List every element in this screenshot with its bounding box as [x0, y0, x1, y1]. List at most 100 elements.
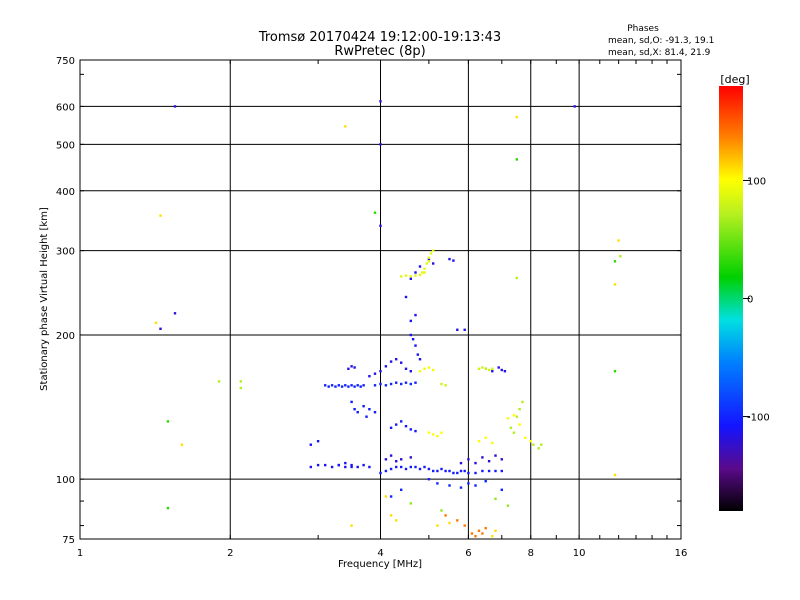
data-point	[395, 358, 398, 361]
data-point	[404, 381, 408, 384]
data-point	[474, 484, 477, 487]
data-point	[379, 224, 382, 227]
data-point	[518, 423, 521, 426]
data-point	[350, 365, 353, 368]
data-point	[173, 105, 177, 108]
data-point	[613, 473, 617, 477]
data-point	[459, 461, 463, 465]
data-point	[395, 460, 398, 463]
data-point	[353, 366, 356, 369]
data-point	[515, 415, 518, 418]
data-point	[436, 434, 439, 438]
data-point	[395, 465, 398, 469]
data-point	[409, 319, 412, 323]
data-point	[400, 458, 403, 461]
data-point	[362, 405, 365, 408]
data-point	[389, 514, 393, 517]
data-point	[474, 471, 477, 475]
data-point	[159, 214, 162, 217]
data-point	[494, 497, 497, 500]
data-point	[436, 469, 439, 473]
data-point	[409, 502, 412, 505]
data-point	[427, 478, 431, 481]
data-point	[379, 471, 382, 475]
data-point	[418, 370, 422, 373]
data-point	[316, 440, 320, 443]
x-tick-label: 16	[675, 548, 688, 559]
stats-o-mode: mean, sd,O: -91.3, 19.1	[608, 36, 714, 46]
data-point	[452, 259, 455, 262]
data-point	[324, 463, 327, 467]
data-point	[309, 443, 312, 446]
data-point	[477, 367, 481, 370]
data-point	[389, 382, 393, 386]
data-point	[384, 495, 388, 498]
data-point	[368, 465, 371, 469]
data-point	[491, 535, 494, 538]
data-point	[316, 463, 320, 467]
data-point	[389, 454, 393, 457]
colorbar-tick-label: 100	[747, 176, 766, 187]
data-point	[427, 467, 431, 471]
y-tick-label: 400	[56, 187, 75, 198]
data-point	[456, 328, 459, 331]
grid-lines	[79, 59, 682, 540]
x-axis-ticks: 1 2 4 6 8 10 16	[77, 60, 688, 559]
data-point	[540, 443, 543, 446]
data-point	[491, 370, 494, 373]
data-point	[452, 471, 455, 475]
data-point	[515, 276, 518, 280]
data-point	[379, 370, 382, 373]
data-point	[456, 519, 459, 522]
data-point	[350, 524, 353, 527]
chart-subtitle: RwPretec (8p)	[334, 44, 425, 59]
data-point	[500, 368, 503, 372]
colorbar-label: [deg]	[720, 73, 749, 86]
data-point	[344, 125, 347, 128]
data-point	[440, 467, 443, 471]
data-point	[365, 415, 368, 418]
data-point	[400, 420, 403, 423]
y-axis-ticks: 75 100 200 300 400 500 600 750	[56, 56, 681, 546]
x-axis-label: Frequency [MHz]	[338, 559, 422, 570]
data-point	[500, 488, 503, 491]
data-point	[481, 532, 484, 535]
data-point	[432, 469, 435, 473]
data-point	[404, 467, 408, 471]
data-point	[494, 469, 497, 473]
data-point	[389, 495, 393, 498]
data-point	[487, 460, 491, 463]
data-point	[524, 436, 527, 439]
data-point	[494, 529, 497, 532]
data-point	[429, 252, 433, 255]
data-point	[463, 328, 466, 331]
data-point	[414, 429, 417, 433]
data-point	[344, 384, 347, 387]
data-point	[481, 469, 484, 473]
data-point	[474, 535, 477, 538]
data-point	[467, 458, 470, 461]
data-point	[327, 385, 330, 388]
data-point	[330, 384, 334, 387]
data-point	[497, 366, 500, 369]
data-point	[440, 509, 443, 512]
data-point	[344, 465, 347, 469]
stats-heading: Phases	[627, 24, 659, 34]
data-point	[418, 265, 422, 268]
data-point	[400, 488, 403, 491]
data-point	[512, 431, 516, 434]
data-point	[436, 524, 439, 527]
data-point	[414, 465, 417, 469]
data-point	[432, 368, 435, 372]
data-point	[444, 514, 447, 517]
data-point	[389, 360, 393, 363]
data-point	[463, 524, 466, 527]
data-point	[613, 260, 617, 263]
data-point	[395, 519, 398, 522]
x-tick-label: 4	[377, 548, 383, 559]
data-point	[537, 447, 540, 450]
data-point	[613, 370, 617, 373]
y-tick-label: 300	[56, 247, 75, 258]
data-point	[400, 465, 403, 469]
data-point	[463, 469, 466, 473]
